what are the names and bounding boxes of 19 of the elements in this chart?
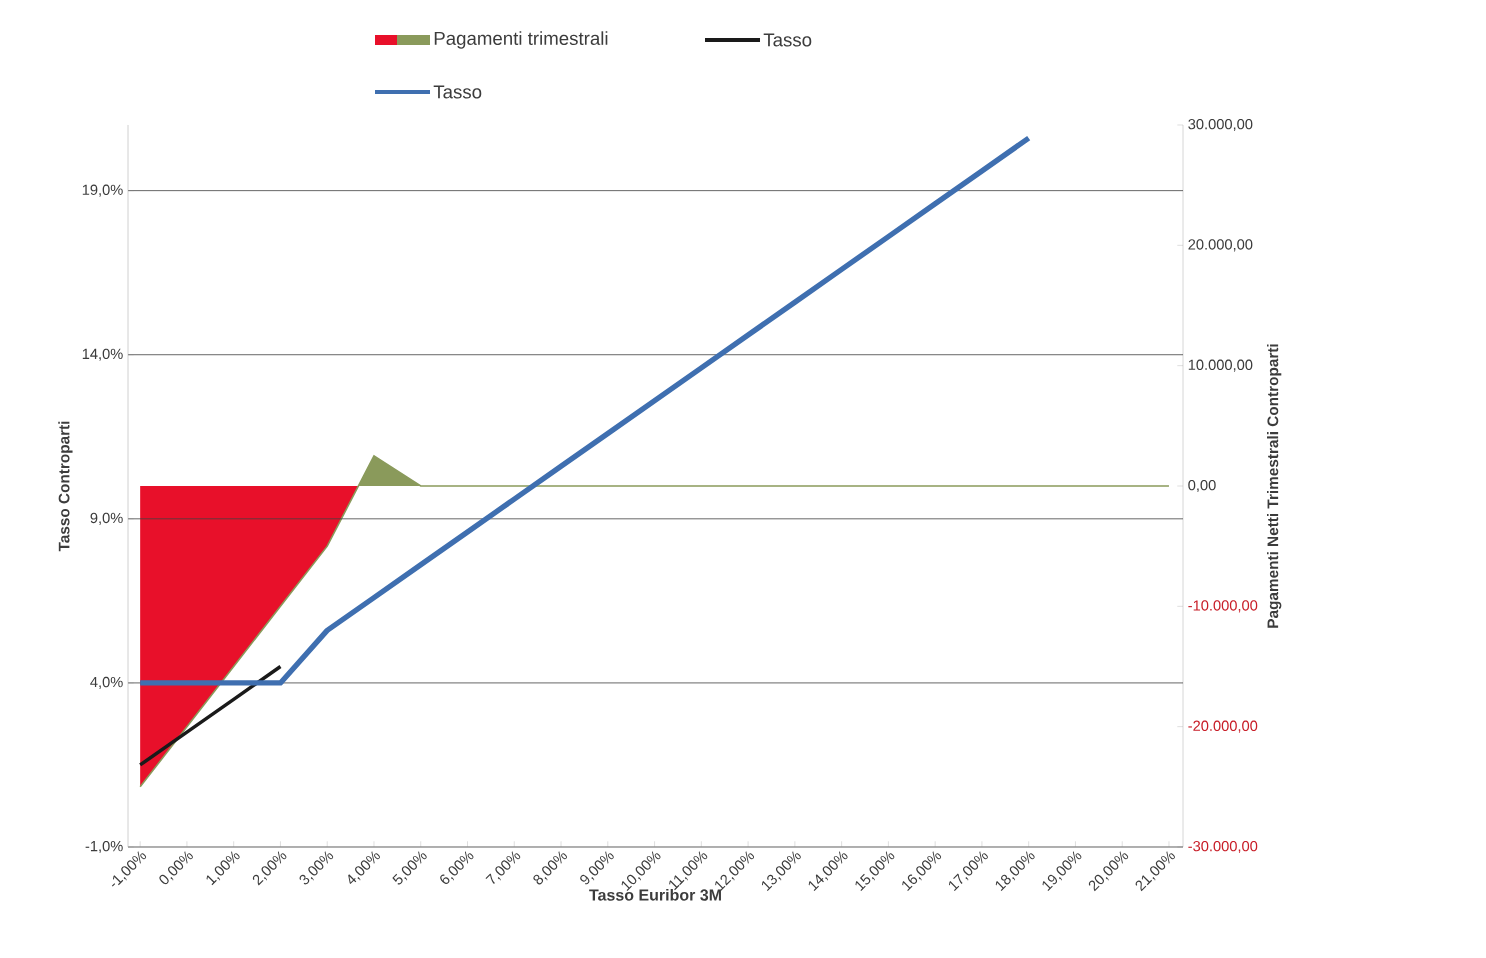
y2-tick-label: 20.000,00 <box>1188 239 1253 252</box>
legend-label: Tasso <box>433 85 482 99</box>
y2-tick-label: -30.000,00 <box>1188 840 1258 854</box>
y-tick-label: 14,0% <box>82 348 123 361</box>
y2-tick-label: -10.000,00 <box>1188 600 1258 613</box>
y-tick-label: -1,0% <box>85 840 123 854</box>
y2-tick-label: -20.000,00 <box>1188 720 1258 733</box>
legend-label: Pagamenti trimestrali <box>434 31 608 49</box>
y-tick-label: 9,0% <box>90 512 123 525</box>
y-axis-title: Tasso Controparti <box>58 421 73 552</box>
y2-tick-label: 0,00 <box>1188 479 1216 493</box>
y-tick-label: 4,0% <box>90 676 123 689</box>
y-tick-label: 19,0% <box>82 184 123 197</box>
y2-tick-label: 30.000,00 <box>1188 118 1253 132</box>
y2-axis-title: Pagamenti Netti Trimestrali Controparti <box>1267 344 1282 628</box>
line-series <box>138 664 283 767</box>
y2-tick-label: 10.000,00 <box>1188 359 1253 372</box>
x-axis-title: Tasso Euribor 3M <box>589 888 721 901</box>
legend-label: Tasso <box>763 33 812 47</box>
